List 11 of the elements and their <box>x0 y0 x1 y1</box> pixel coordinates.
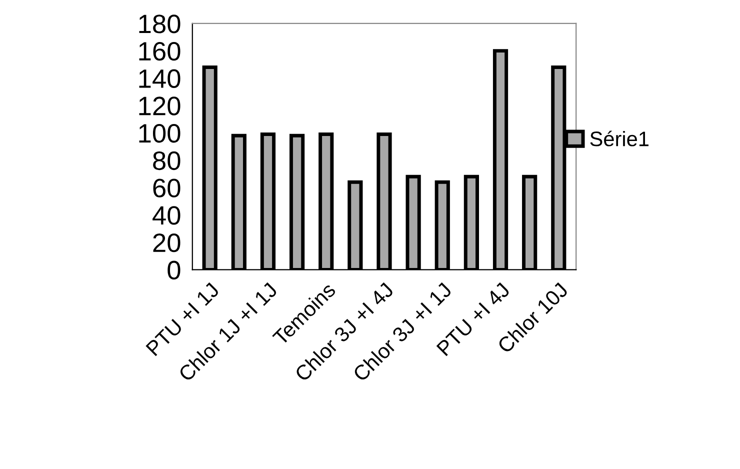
y-tick-label: 80 <box>153 151 180 170</box>
legend-label: Série1 <box>590 130 648 146</box>
y-tick-label: 100 <box>139 124 180 143</box>
y-tick-label: 0 <box>168 260 180 280</box>
y-tick-label: 120 <box>139 96 180 116</box>
y-tick-label: 60 <box>153 178 180 198</box>
y-tick-label: 40 <box>152 206 180 225</box>
y-tick-label: 140 <box>139 69 180 88</box>
y-tick-label: 20 <box>153 233 180 252</box>
y-tick-label: 160 <box>139 42 180 61</box>
y-tick-label: 180 <box>139 14 180 34</box>
